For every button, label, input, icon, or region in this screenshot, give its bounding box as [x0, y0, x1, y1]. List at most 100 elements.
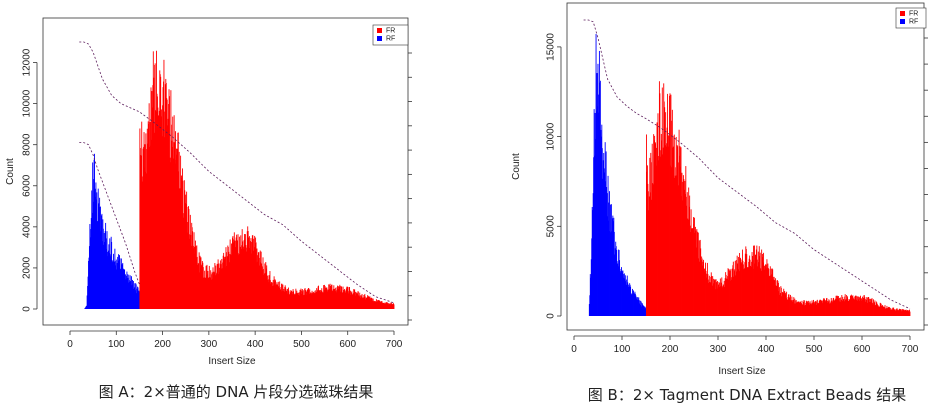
bar-fr — [720, 286, 722, 316]
bar-fr — [313, 293, 315, 309]
bar-rf — [99, 197, 101, 309]
bar-fr — [198, 263, 200, 309]
bar-fr — [879, 302, 881, 316]
bar-fr — [374, 301, 376, 309]
bar-fr — [662, 147, 664, 316]
bar-fr — [744, 262, 746, 316]
bar-fr — [827, 302, 829, 316]
bar-rf — [111, 259, 113, 309]
bar-fr — [753, 245, 754, 316]
bar-fr — [291, 290, 293, 309]
bar-fr — [383, 303, 385, 309]
bar-fr — [345, 288, 347, 309]
bar-rf — [597, 106, 598, 316]
bar-rf — [119, 255, 120, 309]
bar-fr — [318, 290, 320, 309]
bar-rf — [627, 286, 629, 316]
bar-fr — [314, 291, 316, 309]
bar-fr — [317, 286, 319, 309]
bar-rf — [642, 306, 644, 316]
bar-fr — [707, 274, 709, 316]
bar-rf — [128, 280, 130, 309]
bar-fr — [350, 290, 351, 309]
bar-fr — [284, 286, 286, 309]
series-rf — [84, 153, 140, 309]
bar-fr — [853, 298, 855, 316]
y-tick-label: 10000 — [546, 122, 557, 150]
bar-fr — [890, 309, 892, 316]
bar-rf — [621, 270, 623, 316]
bar-fr — [300, 293, 302, 309]
bar-fr — [298, 295, 300, 309]
bar-fr — [649, 192, 651, 316]
bar-fr — [187, 232, 189, 309]
bar-rf — [95, 199, 97, 309]
bar-fr — [205, 265, 207, 309]
bar-fr — [141, 181, 143, 309]
bar-fr — [351, 294, 353, 309]
bar-fr — [392, 304, 394, 309]
bar-fr — [830, 297, 832, 316]
bar-fr — [746, 267, 748, 316]
bar-fr — [893, 309, 895, 316]
bar-fr — [373, 300, 375, 309]
bar-fr — [227, 245, 229, 309]
bar-rf — [645, 308, 647, 316]
bar-fr — [749, 255, 751, 316]
bar-fr — [373, 301, 375, 309]
bar-fr — [756, 266, 758, 316]
bar-fr — [677, 185, 679, 316]
bar-fr — [256, 248, 258, 309]
bar-fr — [165, 82, 167, 309]
bar-fr — [758, 246, 760, 316]
bar-fr — [685, 205, 687, 316]
bar-fr — [754, 245, 755, 316]
bar-fr — [158, 110, 160, 309]
bar-fr — [739, 253, 741, 316]
bar-fr — [855, 295, 857, 316]
bar-fr — [742, 264, 744, 316]
bar-fr — [662, 154, 664, 316]
bar-fr — [724, 278, 726, 316]
bar-fr — [144, 167, 145, 309]
bar-fr — [738, 257, 740, 316]
bar-fr — [303, 294, 305, 309]
bar-fr — [803, 300, 805, 316]
bar-fr — [163, 81, 164, 310]
bar-fr — [705, 270, 707, 316]
bar-fr — [168, 89, 170, 310]
bar-fr — [735, 275, 737, 316]
bar-fr — [238, 255, 240, 309]
bar-fr — [652, 184, 654, 316]
bar-fr — [139, 128, 141, 309]
bar-fr — [672, 146, 674, 316]
bar-fr — [151, 139, 152, 309]
bar-fr — [200, 267, 201, 309]
bar-fr — [393, 304, 395, 309]
bar-fr — [153, 77, 155, 309]
bar-fr — [814, 301, 816, 316]
bar-fr — [182, 180, 184, 309]
bar-fr — [295, 288, 297, 309]
bar-fr — [739, 258, 741, 316]
bar-fr — [690, 209, 692, 316]
bar-rf — [109, 238, 111, 309]
bar-fr — [236, 240, 238, 309]
bar-fr — [768, 275, 770, 316]
bar-fr — [727, 276, 729, 316]
bar-fr — [203, 277, 205, 309]
bar-rf — [590, 277, 592, 316]
bar-fr — [898, 310, 899, 316]
bar-fr — [342, 286, 344, 309]
bar-rf — [105, 222, 107, 309]
bar-rf — [613, 217, 615, 316]
bar-fr — [162, 105, 164, 309]
bar-fr — [230, 255, 232, 309]
bar-fr — [845, 299, 847, 316]
bar-fr — [365, 299, 367, 309]
bar-fr — [148, 123, 150, 310]
bar-fr — [374, 301, 375, 309]
bar-fr — [784, 290, 786, 316]
bar-fr — [155, 111, 157, 310]
bar-fr — [864, 299, 866, 316]
